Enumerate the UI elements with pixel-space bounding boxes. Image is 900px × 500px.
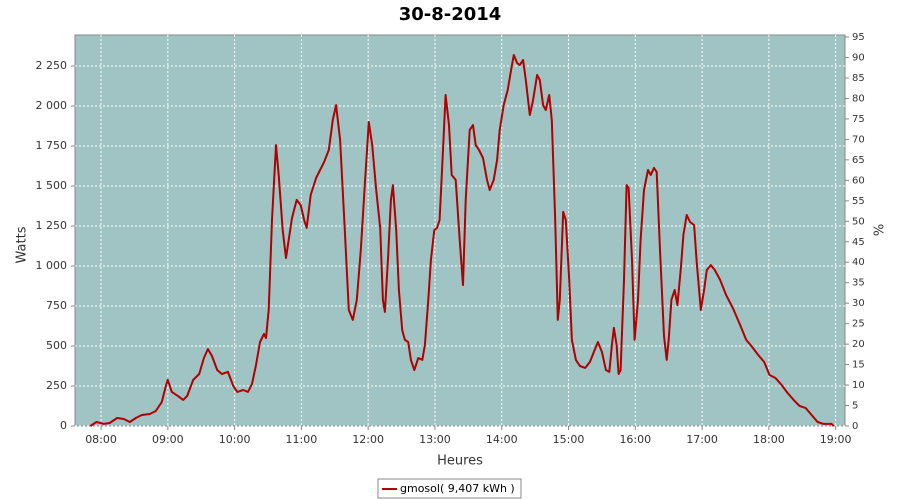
- y2-tick-label: 0: [852, 421, 858, 432]
- x-tick-label: 11:00: [286, 433, 318, 446]
- x-tick-label: 17:00: [686, 433, 718, 446]
- y-tick-label: 1 500: [36, 179, 68, 192]
- y-tick-label: 250: [46, 379, 67, 392]
- y2-tick-label: 20: [852, 339, 865, 350]
- y-tick-label: 1 750: [36, 139, 68, 152]
- x-tick-label: 09:00: [152, 433, 184, 446]
- y2-tick-label: 5: [852, 401, 858, 412]
- x-tick-label: 18:00: [753, 433, 785, 446]
- y2-tick-label: 10: [852, 380, 865, 391]
- x-tick-label: 14:00: [486, 433, 518, 446]
- x-tick-label: 13:00: [419, 433, 451, 446]
- y-tick-label: 2 250: [36, 59, 68, 72]
- y2-tick-label: 90: [852, 53, 865, 64]
- y2-tick-label: 85: [852, 73, 865, 84]
- legend-box: [377, 478, 522, 499]
- y2-tick-label: 95: [852, 32, 865, 43]
- chart-title: 30-8-2014: [399, 4, 502, 25]
- x-tick-label: 08:00: [85, 433, 117, 446]
- x-axis-label: Heures: [437, 454, 483, 469]
- y2-tick-label: 35: [852, 278, 865, 289]
- y2-tick-label: 45: [852, 237, 865, 248]
- y2-tick-label: 40: [852, 257, 865, 268]
- y2-tick-label: 80: [852, 93, 865, 104]
- y-tick-label: 1 000: [36, 259, 68, 272]
- y2-tick-label: 30: [852, 298, 865, 309]
- y2-tick-label: 65: [852, 155, 865, 166]
- y2-tick-label: 55: [852, 196, 865, 207]
- y2-tick-label: 75: [852, 114, 865, 125]
- x-tick-label: 15:00: [553, 433, 585, 446]
- y2-tick-label: 50: [852, 216, 865, 227]
- y2-tick-label: 25: [852, 319, 865, 330]
- y-tick-label: 2 000: [36, 99, 68, 112]
- y-tick-label: 0: [60, 419, 67, 432]
- x-tick-label: 10:00: [219, 433, 251, 446]
- legend-label: gmosol( 9,407 kWh ): [400, 482, 515, 495]
- y-tick-label: 750: [46, 299, 67, 312]
- x-tick-label: 12:00: [352, 433, 384, 446]
- y2-tick-label: 60: [852, 175, 865, 186]
- y-axis-label: Watts: [15, 226, 30, 263]
- y-tick-label: 1 250: [36, 219, 68, 232]
- y2-tick-label: 70: [852, 134, 865, 145]
- y2-tick-label: 15: [852, 360, 865, 371]
- y2-axis-label: %: [873, 224, 888, 236]
- x-tick-label: 19:00: [820, 433, 852, 446]
- data-line: [89, 54, 835, 427]
- x-tick-label: 16:00: [619, 433, 651, 446]
- y-tick-label: 500: [46, 339, 67, 352]
